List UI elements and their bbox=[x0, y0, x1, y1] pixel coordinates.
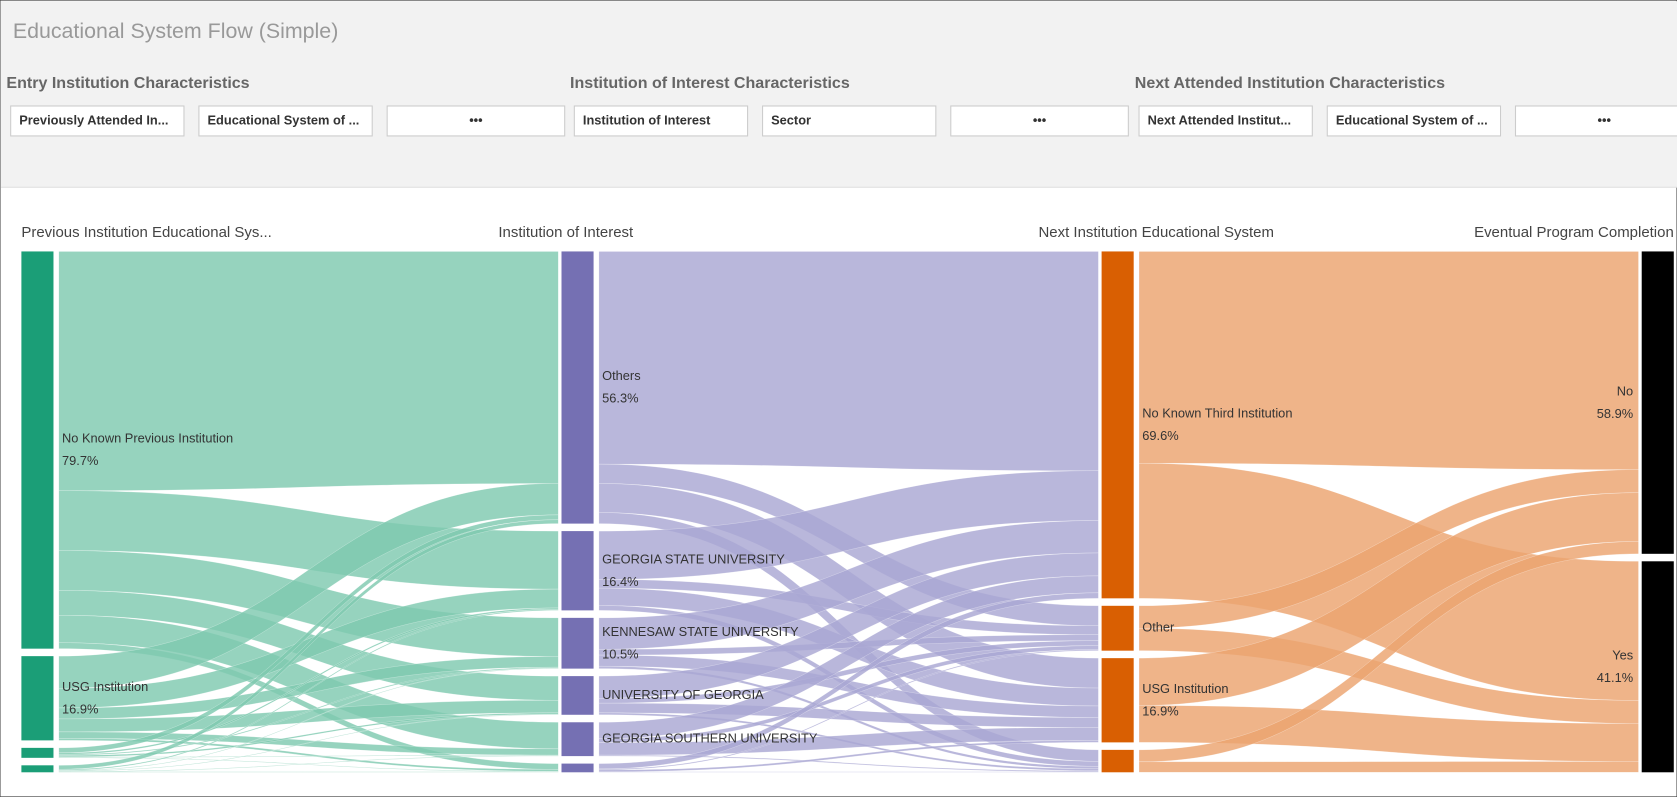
node-value-label: 10.5% bbox=[602, 646, 638, 661]
node-value-label: 58.9% bbox=[1597, 406, 1633, 421]
node-label: UNIVERSITY OF GEORGIA bbox=[602, 687, 764, 702]
node-label: No Known Previous Institution bbox=[62, 431, 233, 446]
node-label: No Known Third Institution bbox=[1142, 406, 1292, 421]
flow-link bbox=[598, 649, 1099, 771]
filter-button-label[interactable]: ••• bbox=[469, 112, 483, 127]
node-value-label: 41.1% bbox=[1597, 670, 1633, 685]
sankey-node bbox=[1101, 605, 1134, 651]
sankey-node bbox=[21, 765, 54, 773]
node-label: Yes bbox=[1612, 647, 1633, 662]
filter-button[interactable] bbox=[1326, 105, 1502, 137]
node-value-label: 56.3% bbox=[602, 391, 638, 406]
node-value-label: 79.7% bbox=[62, 453, 98, 468]
flow-link bbox=[58, 667, 559, 772]
sankey-node bbox=[561, 251, 594, 524]
node-value-label: 69.6% bbox=[1142, 428, 1178, 443]
filter-button-label[interactable]: Sector bbox=[771, 112, 811, 127]
sheet-title: Educational System Flow (Simple) bbox=[13, 19, 338, 43]
flow-link bbox=[58, 714, 559, 772]
filter-group-title: Institution of Interest Characteristics bbox=[570, 74, 850, 92]
flow-link bbox=[58, 755, 559, 773]
sankey-node bbox=[1101, 658, 1134, 743]
filter-button[interactable] bbox=[10, 105, 185, 137]
node-label: USG Institution bbox=[1142, 681, 1228, 696]
filter-button[interactable] bbox=[762, 105, 937, 137]
sankey-node bbox=[1641, 251, 1674, 554]
flow-link bbox=[598, 740, 1099, 773]
sankey-node bbox=[561, 676, 594, 715]
filter-button-label[interactable]: Educational System of ... bbox=[207, 112, 359, 127]
node-label: USG Institution bbox=[62, 679, 148, 694]
flow-link bbox=[1138, 251, 1639, 470]
sankey-node bbox=[21, 656, 54, 741]
node-label: Other bbox=[1142, 620, 1175, 635]
flow-link bbox=[58, 251, 559, 491]
sankey-node bbox=[21, 251, 54, 649]
column-title: Institution of Interest bbox=[498, 224, 634, 241]
flow-link bbox=[58, 609, 559, 771]
column-title: Eventual Program Completion bbox=[1474, 224, 1674, 241]
filter-button-label[interactable]: Next Attended Institut... bbox=[1148, 112, 1291, 127]
flow-link bbox=[1138, 761, 1639, 773]
filter-group-title: Entry Institution Characteristics bbox=[6, 74, 249, 92]
node-label: GEORGIA STATE UNIVERSITY bbox=[602, 551, 785, 566]
flow-link bbox=[58, 519, 559, 770]
filter-button[interactable] bbox=[573, 105, 749, 137]
sankey-node bbox=[561, 617, 594, 669]
column-title: Previous Institution Educational Sys... bbox=[21, 224, 271, 241]
filter-group-title: Next Attended Institution Characteristic… bbox=[1135, 74, 1445, 92]
filter-button[interactable] bbox=[198, 105, 373, 137]
column-title: Next Institution Educational System bbox=[1038, 224, 1273, 241]
node-value-label: 16.4% bbox=[602, 574, 638, 589]
node-label: Others bbox=[602, 368, 641, 383]
flow-link bbox=[598, 251, 1099, 471]
filter-button[interactable] bbox=[950, 105, 1129, 137]
filter-button[interactable] bbox=[386, 105, 566, 137]
filter-button-label[interactable]: Educational System of ... bbox=[1336, 112, 1488, 127]
filter-button-label[interactable]: Institution of Interest bbox=[583, 112, 711, 127]
sankey-node bbox=[21, 747, 54, 758]
flow-link bbox=[598, 592, 1099, 770]
sankey-node bbox=[561, 763, 594, 773]
node-value-label: 16.9% bbox=[1142, 703, 1178, 718]
filter-button-label[interactable]: Previously Attended In... bbox=[19, 112, 168, 127]
node-label: KENNESAW STATE UNIVERSITY bbox=[602, 624, 799, 639]
filter-button[interactable] bbox=[1138, 105, 1313, 137]
flow-link bbox=[1138, 541, 1639, 763]
filter-button-label[interactable]: ••• bbox=[1033, 112, 1047, 127]
sankey-node bbox=[1101, 251, 1134, 599]
header-bg bbox=[1, 1, 1677, 188]
node-label: GEORGIA SOUTHERN UNIVERSITY bbox=[602, 731, 818, 746]
filter-button-label[interactable]: ••• bbox=[1598, 112, 1612, 127]
sankey-node bbox=[561, 722, 594, 757]
sankey-node bbox=[1101, 749, 1134, 773]
node-value-label: 16.9% bbox=[62, 701, 98, 716]
sankey-node bbox=[561, 531, 594, 611]
filter-button[interactable] bbox=[1514, 105, 1677, 137]
node-label: No bbox=[1617, 383, 1633, 398]
sankey-node bbox=[1641, 561, 1674, 773]
